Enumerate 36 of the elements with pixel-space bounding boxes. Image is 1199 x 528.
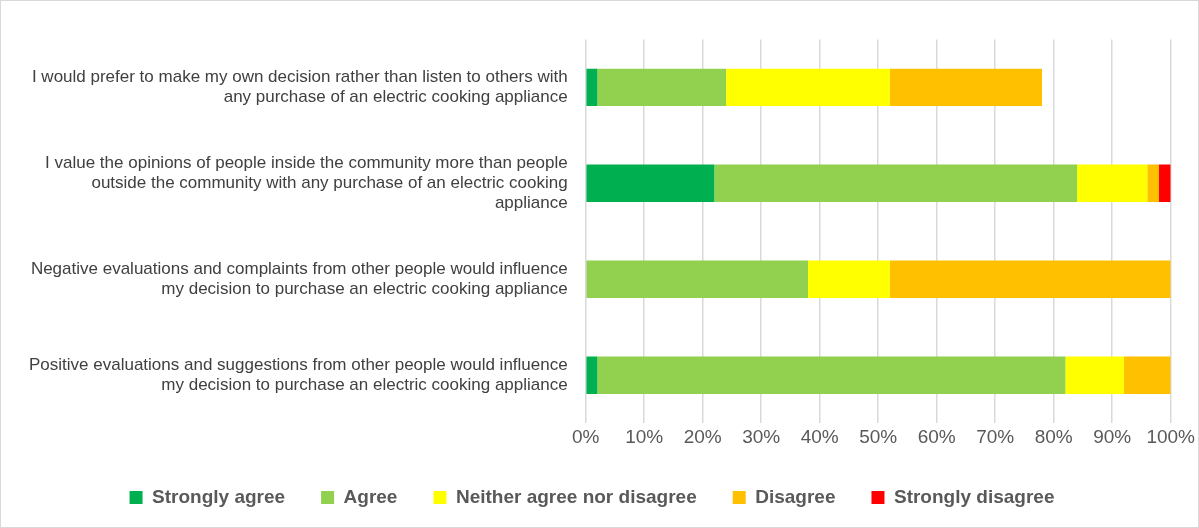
bar <box>1159 164 1171 203</box>
x-tick-label: 100% <box>1146 425 1196 447</box>
x-tick-label: 90% <box>1093 425 1132 447</box>
legend-label: Agree <box>343 485 398 507</box>
bar <box>597 356 1066 394</box>
bar <box>714 164 1078 203</box>
bar <box>1123 356 1171 394</box>
y-tick-label: Positive evaluations and suggestions from other people would influence my decision to purchase an electric cooking appliance <box>29 354 568 395</box>
x-tick-label: 10% <box>625 425 664 447</box>
x-tick-label: 30% <box>742 425 781 447</box>
x-tick-label: 0% <box>571 425 600 447</box>
y-tick-label: I value the opinions of people inside the community more than people outside the community with any purchase of an electric cooking appliance <box>45 152 568 213</box>
bar <box>586 356 598 394</box>
bar <box>807 260 890 298</box>
bar <box>586 68 598 107</box>
legend-label: Strongly agree <box>152 485 286 507</box>
x-tick-label: 60% <box>917 425 956 447</box>
legend-label: Neither agree nor disagree <box>455 485 697 507</box>
bar <box>1065 356 1124 394</box>
bar <box>889 260 1171 298</box>
x-tick-label: 50% <box>859 425 898 447</box>
x-tick-label: 20% <box>683 425 722 447</box>
legend-label: Strongly disagree <box>893 485 1055 507</box>
x-tick-label: 70% <box>976 425 1015 447</box>
bar <box>889 68 1042 107</box>
bar <box>1147 164 1159 203</box>
bar <box>586 164 715 203</box>
bar <box>586 260 808 298</box>
y-tick-label: Negative evaluations and complaints from other people would influence my decision to purchase an electric cooking appliance <box>30 258 568 299</box>
y-tick-label: I would prefer to make my own decision rather than listen to others with any purchase of an electric cooking appliance <box>31 66 568 107</box>
legend-label: Disagree <box>755 485 836 507</box>
bar <box>597 68 727 107</box>
bar <box>726 68 890 107</box>
bar <box>1077 164 1148 203</box>
x-tick-label: 40% <box>800 425 839 447</box>
x-tick-label: 80% <box>1034 425 1073 447</box>
